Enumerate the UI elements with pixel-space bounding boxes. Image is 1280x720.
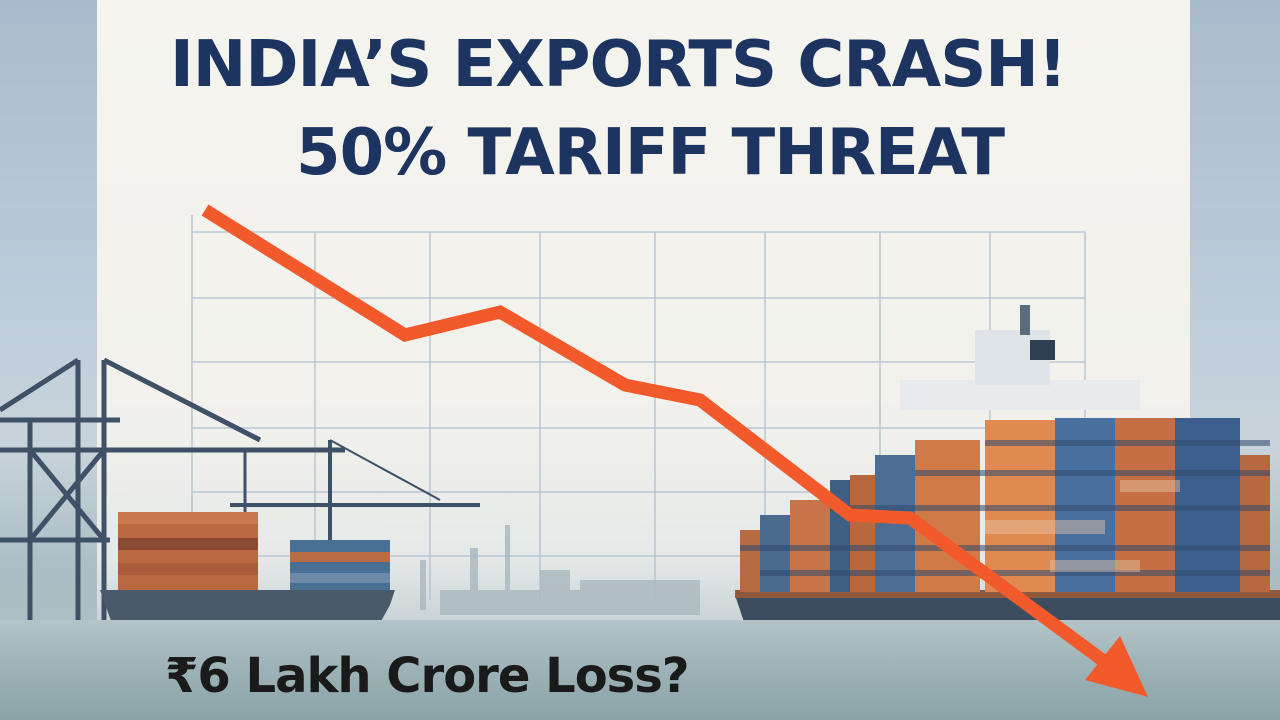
trend-line (201, 204, 1109, 668)
headline-line-1: INDIA’S EXPORTS CRASH! (169, 28, 1067, 102)
headline-line-2: 50% TARIFF THREAT (296, 116, 1005, 190)
containers-left (118, 512, 390, 590)
loss-caption: ₹6 Lakh Crore Loss? (165, 648, 690, 704)
arrow-head-icon (1085, 636, 1148, 697)
skyline-icon (420, 525, 700, 615)
